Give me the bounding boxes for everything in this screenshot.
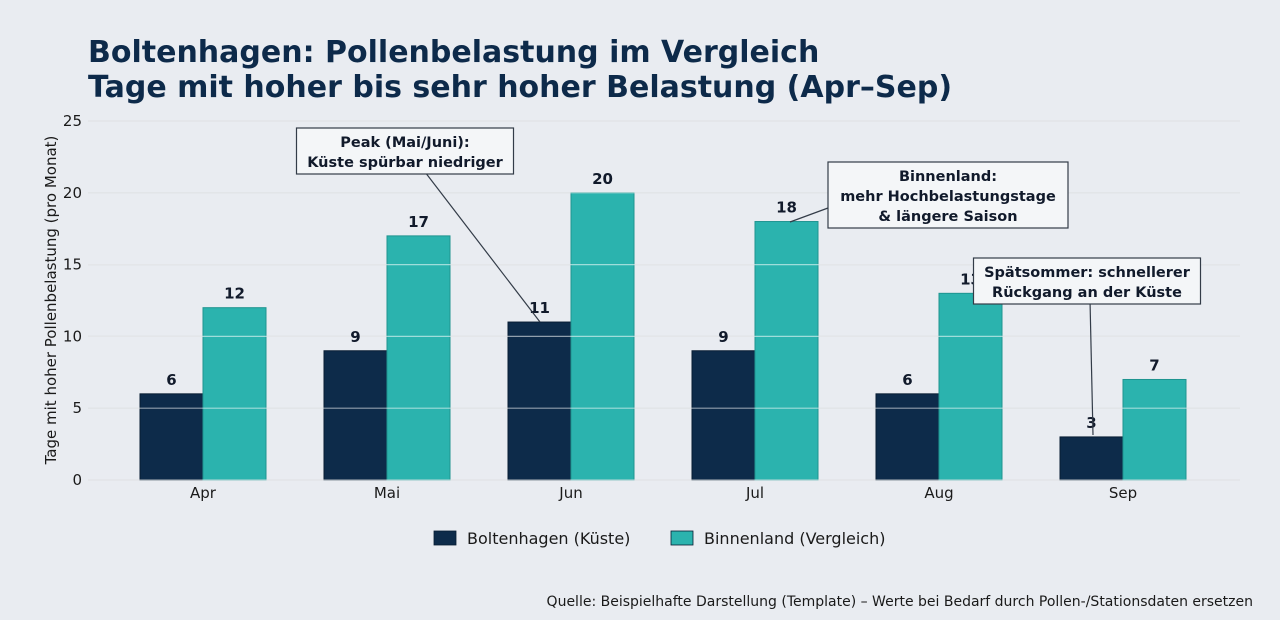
data-label: 12 <box>224 285 245 303</box>
annotation-box <box>972 257 1202 305</box>
y-tick-label: 0 <box>72 471 82 489</box>
x-tick-label: Aug <box>924 484 953 502</box>
data-label: 9 <box>350 328 360 346</box>
annotation-arrow <box>424 171 541 323</box>
data-label: 6 <box>902 371 912 389</box>
data-label: 11 <box>529 299 550 317</box>
annotation-box <box>827 161 1069 229</box>
bar-coast <box>1059 436 1124 481</box>
annotation-text: mehr Hochbelastungstage <box>840 189 1056 205</box>
legend-label: Boltenhagen (Küste) <box>467 529 630 548</box>
y-tick-label: 15 <box>63 256 82 274</box>
data-label: 3 <box>1086 414 1096 432</box>
y-tick-label: 10 <box>63 327 82 345</box>
chart-subtitle: Tage mit hoher bis sehr hoher Belastung … <box>88 70 952 105</box>
data-label: 6 <box>166 371 176 389</box>
y-tick-label: 20 <box>63 184 82 202</box>
x-tick-label: Jul <box>745 484 764 502</box>
bar-coast <box>875 393 940 481</box>
x-tick-label: Mai <box>374 484 400 502</box>
bar-inland <box>202 307 267 481</box>
annotation-text: Rückgang an der Küste <box>992 285 1182 301</box>
annotation-arrow <box>1089 299 1094 436</box>
bar-coast <box>323 350 388 481</box>
data-label: 17 <box>408 213 429 231</box>
annotation-box <box>295 127 515 175</box>
data-label: 7 <box>1149 356 1159 374</box>
bar-inland <box>1122 378 1187 481</box>
y-tick-label: 25 <box>63 112 82 130</box>
annotation-text: Spätsommer: schnellerer <box>984 265 1191 281</box>
bar-inland <box>386 235 451 481</box>
source-note: Quelle: Beispielhafte Darstellung (Templ… <box>547 594 1253 610</box>
data-label: 18 <box>776 199 797 217</box>
bar-inland <box>754 221 819 481</box>
legend-swatch <box>670 530 694 546</box>
bar-coast <box>507 321 572 481</box>
annotation-text: Peak (Mai/Juni): <box>340 135 469 151</box>
annotation-text: Binnenland: <box>899 169 997 185</box>
data-label: 9 <box>718 328 728 346</box>
y-tick-label: 5 <box>72 399 82 417</box>
annotation-text: Küste spürbar niedriger <box>307 155 503 171</box>
y-axis-label: Tage mit hoher Pollenbelastung (pro Mona… <box>42 136 60 466</box>
bar-coast <box>691 350 756 481</box>
bar-coast <box>139 393 204 481</box>
bar-inland <box>938 292 1003 481</box>
x-tick-label: Sep <box>1109 484 1137 502</box>
x-tick-label: Jun <box>558 484 582 502</box>
annotation-arrow <box>789 207 829 223</box>
annotation-text: & längere Saison <box>878 209 1017 225</box>
data-label: 20 <box>592 170 613 188</box>
x-tick-label: Apr <box>190 484 217 502</box>
legend-swatch <box>433 530 457 546</box>
legend-label: Binnenland (Vergleich) <box>704 529 885 548</box>
chart-title: Boltenhagen: Pollenbelastung im Vergleic… <box>88 35 819 70</box>
